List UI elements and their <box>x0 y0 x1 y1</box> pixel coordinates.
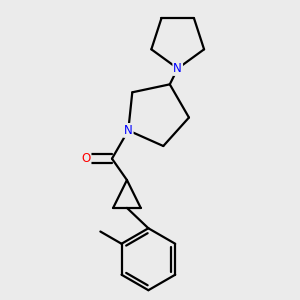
Text: O: O <box>81 152 91 165</box>
Text: N: N <box>173 62 182 75</box>
Text: N: N <box>124 124 133 137</box>
